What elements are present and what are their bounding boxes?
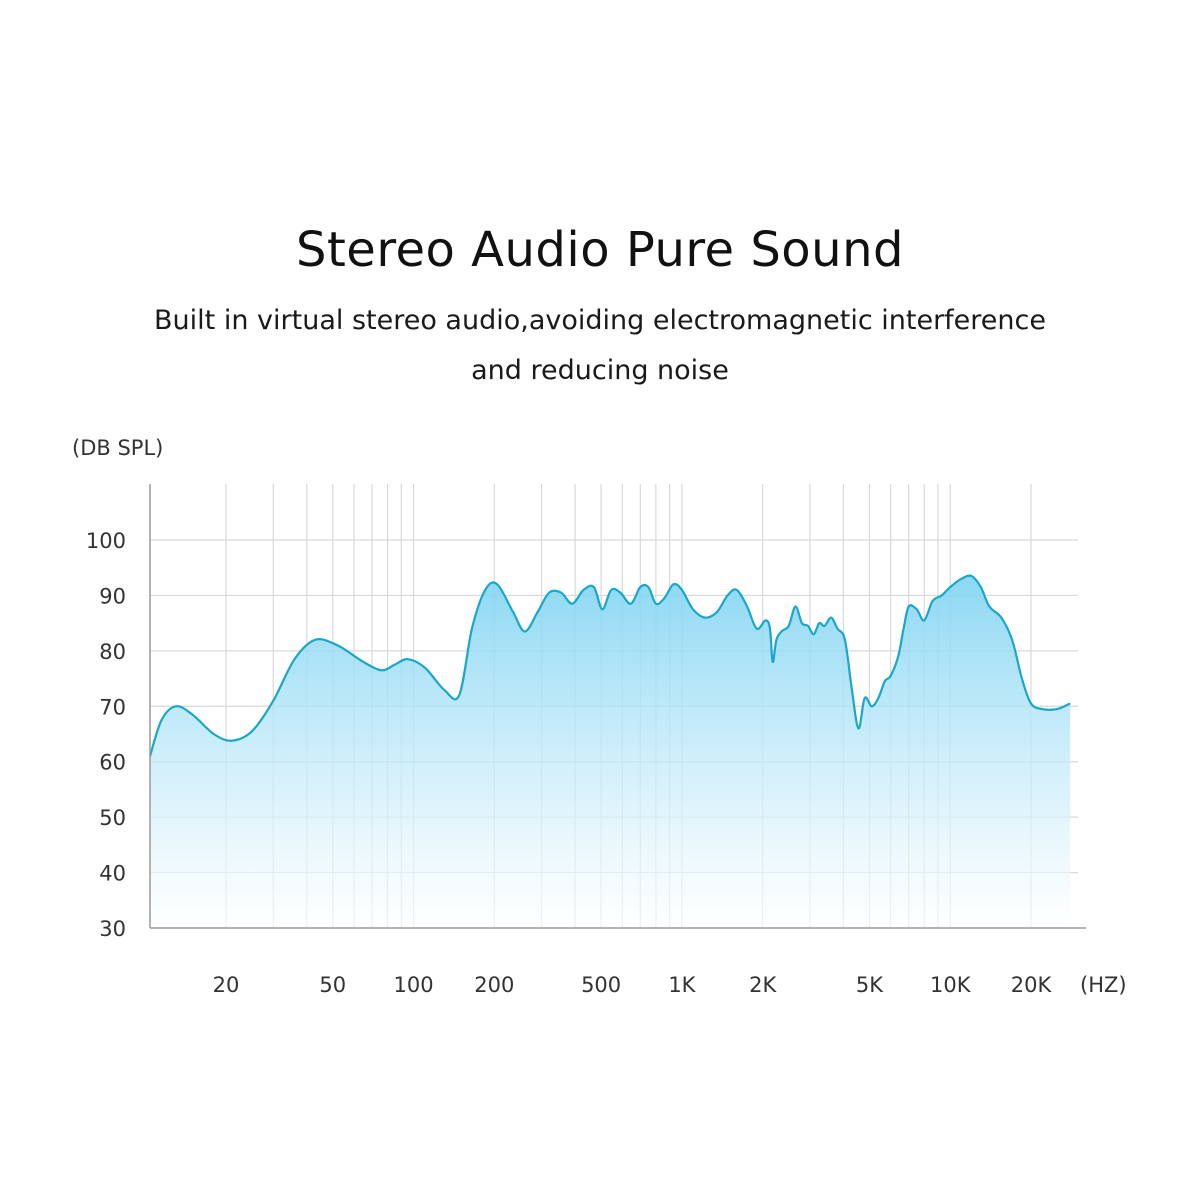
- y-axis-label: (DB SPL): [72, 436, 163, 460]
- x-tick-label: 5K: [856, 973, 884, 997]
- x-tick-labels: 20 50 100 200 500 1K 2K 5K 10K 20K: [213, 973, 1053, 997]
- y-tick-label: 60: [99, 751, 126, 775]
- y-tick-label: 50: [99, 806, 126, 830]
- y-tick-label: 30: [99, 917, 126, 941]
- x-tick-label: 1K: [668, 973, 696, 997]
- x-tick-label: 20K: [1011, 973, 1053, 997]
- x-tick-label: 2K: [749, 973, 777, 997]
- x-tick-label: 200: [474, 973, 514, 997]
- subtitle-line-1: Built in virtual stereo audio,avoiding e…: [154, 305, 1046, 336]
- y-tick-labels: 100 90 80 70 60 50 40 30: [86, 529, 126, 941]
- x-axis-label: (HZ): [1080, 973, 1127, 997]
- y-tick-label: 100: [86, 529, 126, 553]
- y-tick-label: 80: [99, 640, 126, 664]
- x-tick-label: 500: [581, 973, 621, 997]
- page-title: Stereo Audio Pure Sound: [296, 222, 904, 278]
- subtitle-line-2: and reducing noise: [471, 355, 729, 386]
- y-tick-label: 40: [99, 862, 126, 886]
- frequency-response-area: [150, 575, 1071, 928]
- x-tick-label: 20: [213, 973, 240, 997]
- y-tick-label: 70: [99, 695, 126, 719]
- axes: [149, 484, 1086, 929]
- x-tick-label: 50: [319, 973, 346, 997]
- x-tick-label: 10K: [930, 973, 972, 997]
- frequency-response-line: [148, 574, 1071, 757]
- y-tick-label: 90: [99, 584, 126, 608]
- x-tick-label: 100: [394, 973, 434, 997]
- page-subtitle: Built in virtual stereo audio,avoiding e…: [120, 296, 1080, 396]
